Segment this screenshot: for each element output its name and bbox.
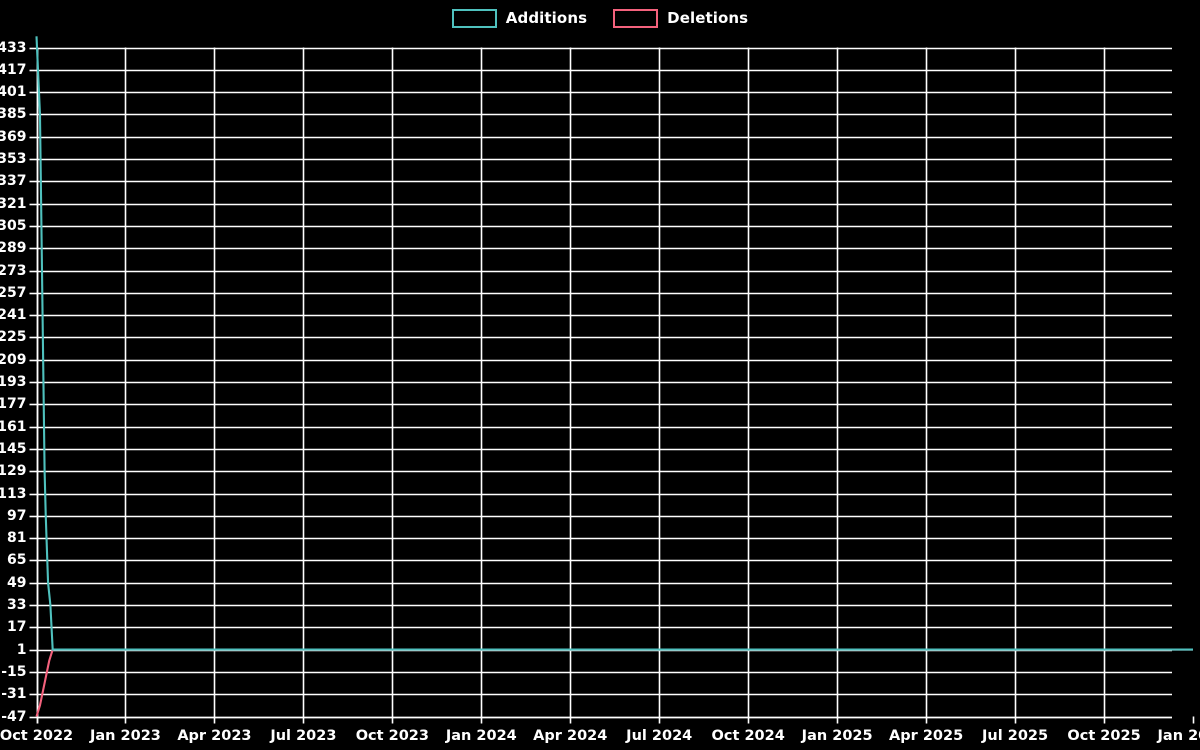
y-tick-label: 433: [0, 39, 27, 56]
y-tick-label: 1: [16, 641, 27, 658]
y-tick-label: -47: [1, 708, 27, 725]
y-tick-label: 145: [0, 440, 27, 457]
y-tick-label: 177: [0, 396, 27, 413]
x-tick-label: Jan 2024: [445, 727, 517, 744]
legend-entry-additions[interactable]: Additions: [451, 8, 588, 28]
y-tick-label: 129: [0, 463, 27, 480]
y-tick-label: 161: [0, 418, 27, 435]
y-tick-label: 193: [0, 374, 27, 390]
y-tick-label: -15: [1, 663, 27, 680]
x-tick-label: Oct 2025: [1067, 727, 1141, 744]
x-tick-label: Jan 2025: [801, 727, 873, 744]
y-tick-label: 113: [0, 485, 27, 502]
data-series: [35, 36, 1193, 717]
chart-legend: Additions Deletions: [0, 0, 1200, 36]
legend-entry-deletions[interactable]: Deletions: [613, 8, 749, 28]
y-tick-label: 385: [0, 106, 27, 123]
y-tick-label: 241: [0, 307, 27, 324]
x-tick-label: Apr 2025: [889, 727, 964, 744]
y-tick-label: 49: [7, 574, 27, 591]
legend-swatch-deletions-icon: [613, 8, 659, 28]
x-tick-label: Jul 2023: [270, 727, 337, 744]
y-tick-label: 65: [7, 552, 27, 569]
y-tick-label: 97: [7, 507, 27, 524]
x-tick-label: Jan 2026: [1157, 727, 1200, 744]
series-line-additions: [35, 36, 1193, 651]
y-tick-label: -31: [1, 686, 27, 703]
y-tick-label: 273: [0, 262, 27, 279]
y-tick-label: 305: [0, 217, 27, 234]
y-tick-label: 401: [0, 84, 27, 101]
y-tick-label: 225: [0, 329, 27, 346]
x-tick-label: Jul 2025: [982, 727, 1049, 744]
y-tick-label: 289: [0, 240, 27, 257]
y-tick-label: 369: [0, 128, 27, 145]
x-tick-label: Oct 2022: [0, 727, 74, 744]
x-tick-label: Jan 2023: [89, 727, 161, 744]
legend-label-deletions: Deletions: [667, 9, 749, 27]
horizontal-gridlines: [36, 47, 1172, 719]
x-tick-label: Apr 2024: [533, 727, 608, 744]
axis-lines: [36, 47, 1172, 724]
y-tick-label: 209: [0, 351, 27, 368]
x-tick-label: Jul 2024: [626, 727, 693, 744]
y-tick-label: 353: [0, 151, 27, 167]
legend-swatch-additions-icon: [451, 8, 497, 28]
axis-tick-marks: [29, 47, 1195, 724]
y-tick-label: 321: [0, 195, 27, 212]
y-tick-label: 17: [7, 619, 27, 636]
series-line-deletions: [35, 648, 1193, 717]
legend-label-additions: Additions: [505, 9, 588, 27]
y-tick-label: 33: [7, 597, 27, 613]
x-tick-label: Oct 2023: [355, 727, 429, 744]
x-tick-label: Apr 2023: [177, 727, 252, 744]
y-tick-label: 417: [0, 61, 27, 78]
y-tick-label: 81: [7, 530, 27, 547]
y-tick-label: 257: [0, 284, 27, 301]
x-tick-label: Oct 2024: [711, 727, 785, 744]
y-tick-label: 337: [0, 173, 27, 190]
